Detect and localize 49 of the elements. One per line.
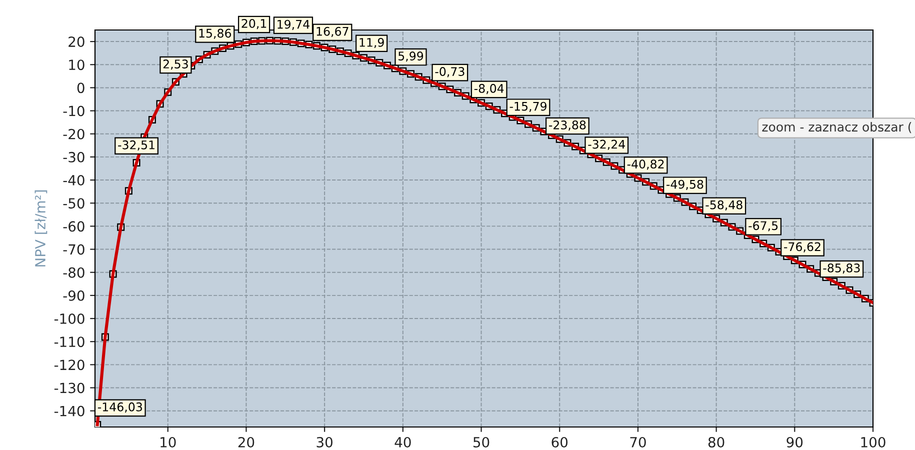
y-tick-label: -30 bbox=[63, 152, 84, 162]
data-label: -15,79 bbox=[510, 102, 546, 112]
data-label: -49,58 bbox=[666, 180, 704, 190]
y-tick-label: -50 bbox=[63, 198, 84, 209]
data-label: 16,67 bbox=[316, 26, 348, 38]
y-tick-label: -40 bbox=[63, 175, 84, 186]
data-label: -67,5 bbox=[748, 221, 778, 232]
y-tick-label: -60 bbox=[63, 221, 84, 232]
data-label: -0,73 bbox=[435, 67, 464, 78]
x-tick-label: 80 bbox=[708, 436, 724, 448]
y-tick-label: -20 bbox=[63, 128, 84, 140]
y-axis-title: NPV [zł/m²] bbox=[34, 190, 48, 266]
data-label: -32,24 bbox=[588, 140, 625, 150]
x-tick-label: 50 bbox=[473, 436, 490, 448]
y-tick-label: -120 bbox=[54, 360, 84, 370]
y-tick-label: 10 bbox=[69, 60, 84, 70]
y-tick-label: -110 bbox=[54, 336, 84, 348]
y-tick-label: 0 bbox=[77, 82, 84, 94]
data-label: -76,62 bbox=[784, 242, 820, 252]
data-label: -146,03 bbox=[98, 402, 142, 413]
y-tick-label: -100 bbox=[54, 313, 84, 324]
y-tick-label: -130 bbox=[54, 382, 84, 394]
data-label: 15,86 bbox=[199, 28, 232, 39]
data-label: -58,48 bbox=[706, 200, 742, 210]
x-tick-label: 70 bbox=[630, 436, 646, 448]
y-tick-label: -90 bbox=[63, 290, 84, 301]
y-tick-label: -70 bbox=[63, 244, 84, 255]
y-tick-label: -80 bbox=[63, 267, 84, 278]
annotation: zoom - zaznacz obszar ( bbox=[762, 122, 912, 134]
x-tick-label: 10 bbox=[160, 436, 176, 448]
data-label: 20,1 bbox=[242, 18, 266, 30]
x-tick-label: 60 bbox=[552, 436, 568, 448]
data-label: -8,04 bbox=[474, 84, 504, 94]
data-label: -85,83 bbox=[823, 263, 860, 274]
y-tick-label: 20 bbox=[68, 36, 84, 48]
y-tick-label: -140 bbox=[54, 406, 84, 416]
x-tick-label: 20 bbox=[238, 436, 254, 448]
data-label: 2,53 bbox=[163, 60, 188, 70]
data-label: -23,88 bbox=[548, 120, 586, 131]
y-tick-label: -10 bbox=[63, 106, 84, 116]
x-tick-label: 30 bbox=[316, 436, 332, 448]
x-tick-label: 100 bbox=[861, 436, 886, 448]
x-tick-label: 90 bbox=[786, 436, 803, 448]
data-label: 11,9 bbox=[360, 38, 384, 48]
data-label: 5,99 bbox=[398, 52, 424, 62]
x-tick-label: 40 bbox=[394, 436, 411, 448]
data-label: 19,74 bbox=[278, 20, 310, 30]
data-label: -40,82 bbox=[627, 160, 664, 170]
data-label: -32,51 bbox=[118, 140, 154, 151]
